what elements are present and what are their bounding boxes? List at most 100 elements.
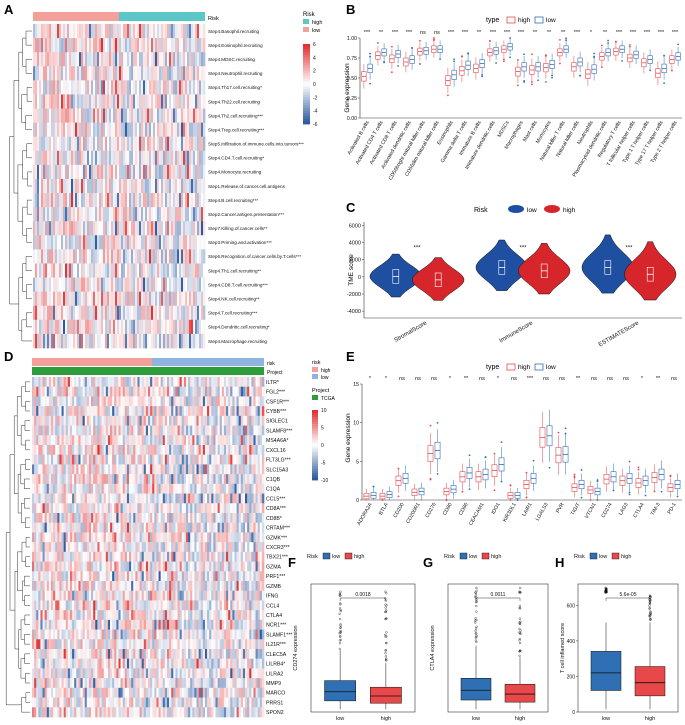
dendrogram-branch bbox=[22, 37, 27, 67]
heatmap-cell bbox=[181, 386, 185, 397]
heatmap-cell bbox=[169, 178, 172, 194]
panel-a-row-label: Step4.CD8.T.cell.recruiting*** bbox=[208, 282, 268, 287]
heatmap-cell bbox=[152, 551, 155, 562]
heatmap-cell bbox=[236, 377, 240, 388]
heatmap-cell bbox=[65, 221, 68, 236]
heatmap-cell bbox=[99, 493, 102, 504]
heatmap-cell bbox=[85, 263, 88, 278]
heatmap-cell bbox=[129, 493, 132, 504]
heatmap-cell bbox=[124, 406, 128, 417]
heatmap-cell bbox=[35, 52, 38, 67]
heatmap-cell bbox=[39, 52, 42, 67]
heatmap-cell bbox=[34, 454, 37, 465]
heatmap-cell bbox=[151, 136, 154, 152]
heatmap-cell bbox=[32, 425, 35, 436]
heatmap-cell bbox=[152, 581, 155, 592]
heatmap-cell bbox=[249, 377, 252, 388]
heatmap-cell bbox=[226, 464, 229, 475]
heatmap-cell bbox=[101, 122, 104, 138]
heatmap-cell bbox=[165, 66, 168, 81]
heatmap-cell bbox=[204, 493, 208, 504]
heatmap-cell bbox=[187, 52, 190, 67]
heatmap-cell bbox=[41, 193, 44, 208]
heatmap-cell bbox=[39, 291, 42, 307]
heatmap-cell bbox=[245, 425, 248, 436]
heatmap-cell bbox=[238, 445, 242, 456]
heatmap-cell bbox=[259, 532, 263, 543]
heatmap-cell bbox=[105, 235, 108, 250]
outlier-point bbox=[551, 76, 553, 79]
heatmap-cell bbox=[126, 542, 130, 553]
heatmap-cell bbox=[200, 406, 204, 417]
heatmap-cell bbox=[81, 291, 84, 307]
heatmap-cell bbox=[84, 454, 88, 465]
heatmap-cell bbox=[129, 136, 132, 152]
heatmap-cell bbox=[111, 150, 114, 166]
heatmap-cell bbox=[197, 66, 200, 81]
heatmap-cell bbox=[46, 406, 50, 417]
heatmap-cell bbox=[38, 425, 41, 436]
heatmap-cell bbox=[110, 377, 113, 388]
outlier-point bbox=[433, 37, 435, 39]
heatmap-cell bbox=[181, 291, 184, 307]
heatmap-cell bbox=[197, 207, 200, 222]
legend-label-low: low bbox=[546, 17, 556, 24]
heatmap-cell bbox=[47, 80, 50, 95]
heatmap-cell bbox=[78, 600, 81, 611]
heatmap-cell bbox=[255, 464, 259, 475]
outlier-point bbox=[629, 44, 631, 46]
heatmap-cell bbox=[78, 513, 81, 524]
heatmap-cell bbox=[111, 164, 114, 180]
heatmap-cell bbox=[185, 377, 189, 388]
heatmap-cell bbox=[198, 532, 202, 543]
heatmap-cell bbox=[69, 193, 72, 208]
heatmap-cell bbox=[103, 319, 106, 335]
heatmap-cell bbox=[226, 445, 229, 456]
heatmap-cell bbox=[73, 333, 76, 349]
heatmap-cell bbox=[55, 590, 58, 601]
heatmap-cell bbox=[133, 454, 136, 465]
heatmap-cell bbox=[95, 474, 98, 485]
heatmap-cell bbox=[72, 445, 75, 456]
heatmap-cell bbox=[44, 600, 48, 611]
heatmap-cell bbox=[198, 464, 202, 475]
heatmap-cell bbox=[152, 590, 155, 601]
heatmap-cell bbox=[91, 571, 94, 582]
heatmap-cell bbox=[211, 483, 214, 494]
heatmap-cell bbox=[154, 522, 157, 533]
heatmap-cell bbox=[259, 571, 263, 582]
heatmap-cell bbox=[126, 571, 130, 582]
heatmap-cell bbox=[33, 193, 36, 208]
heatmap-cell bbox=[219, 425, 223, 436]
heatmap-cell bbox=[115, 333, 118, 349]
heatmap-cell bbox=[103, 483, 107, 494]
heatmap-cell bbox=[67, 24, 70, 39]
heatmap-cell bbox=[59, 425, 62, 436]
heatmap-cell bbox=[114, 503, 117, 514]
heatmap-cell bbox=[198, 590, 202, 601]
heatmap-cell bbox=[141, 396, 145, 407]
heatmap-cell bbox=[121, 150, 124, 166]
heatmap-cell bbox=[69, 581, 73, 592]
outlier-point bbox=[503, 60, 505, 63]
heatmap-cell bbox=[162, 474, 166, 485]
heatmap-cell bbox=[175, 305, 178, 321]
panel-a-colorbar-step bbox=[303, 86, 310, 90]
heatmap-cell bbox=[42, 386, 46, 397]
heatmap-cell bbox=[67, 221, 70, 236]
heatmap-cell bbox=[148, 464, 151, 475]
heatmap-cell bbox=[135, 415, 138, 426]
heatmap-cell bbox=[255, 581, 259, 592]
heatmap-cell bbox=[126, 425, 130, 436]
heatmap-cell bbox=[42, 415, 46, 426]
heatmap-cell bbox=[204, 386, 208, 397]
heatmap-cell bbox=[257, 474, 261, 485]
heatmap-cell bbox=[207, 493, 210, 504]
heatmap-cell bbox=[139, 291, 142, 307]
heatmap-cell bbox=[228, 377, 231, 388]
heatmap-cell bbox=[201, 122, 204, 138]
heatmap-cell bbox=[87, 263, 90, 278]
heatmap-cell bbox=[93, 464, 96, 475]
heatmap-cell bbox=[59, 503, 62, 514]
heatmap-cell bbox=[38, 396, 41, 407]
